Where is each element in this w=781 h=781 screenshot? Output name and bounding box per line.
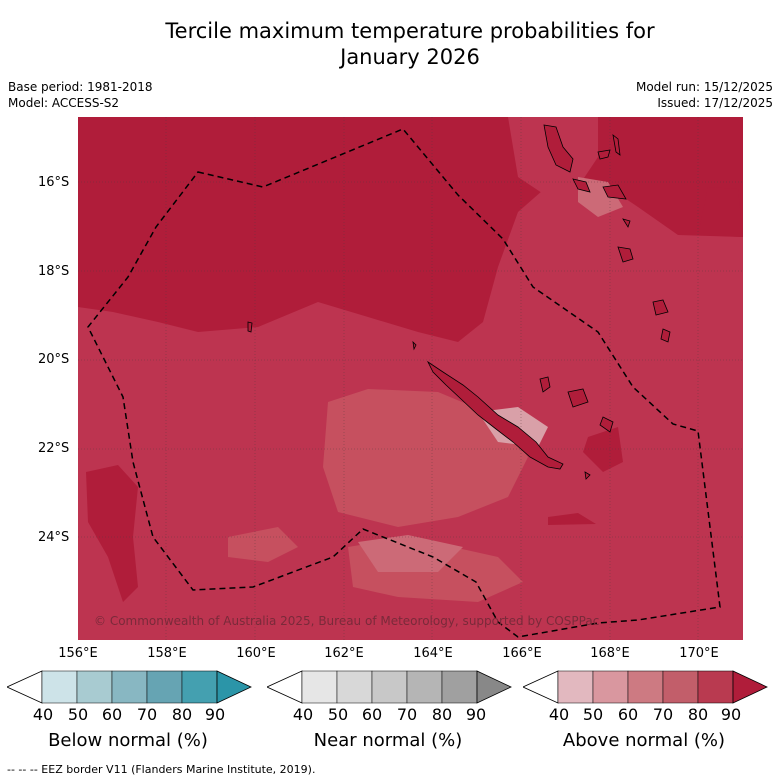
meta-right: Model run: 15/12/2025 Issued: 17/12/2025 [636,79,773,111]
new-caledonia [426,360,564,470]
lon-label-156e: 156°E [58,646,98,661]
tanna [660,328,671,343]
below-tick-60: 60 [101,705,123,724]
shepherd-islands [622,218,631,228]
above-tick-40: 40 [548,705,570,724]
lon-label-164e: 164°E [413,646,453,661]
above-tick-60: 60 [617,705,639,724]
probability-map: © Commonwealth of Australia 2025, Bureau… [78,117,743,640]
below-tick-90: 90 [204,705,226,724]
lat-label-16s: 16°S [38,175,70,190]
erromango [652,299,669,316]
lat-label-24s: 24°S [38,530,70,545]
lon-label-168e: 168°E [590,646,630,661]
near-normal-title: Near normal (%) [313,730,463,751]
below-tick-40: 40 [32,705,54,724]
colorbar-above-normal [523,670,768,704]
map-title: Tercile maximum temperature probabilitie… [0,18,781,70]
below-tick-70: 70 [136,705,158,724]
lon-label-170e: 170°E [679,646,719,661]
lon-label-158e: 158°E [147,646,187,661]
above-tick-70: 70 [652,705,674,724]
near-tick-40: 40 [292,705,314,724]
light-patch-vanuatu [578,177,623,217]
lon-label-166e: 166°E [502,646,542,661]
near-tick-70: 70 [396,705,418,724]
colorbar-near-normal [267,670,512,704]
efate [617,246,634,263]
eez-border [87,128,721,638]
loyalty-island-3 [599,416,614,433]
dark-region-sw [86,465,138,602]
above-normal-title: Above normal (%) [562,730,726,751]
base-period: Base period: 1981-2018 [8,80,153,94]
maewo [612,134,621,156]
lon-label-160e: 160°E [236,646,276,661]
lat-label-22s: 22°S [38,441,70,456]
dark-patch-southeast [548,513,596,525]
model-run: Model run: 15/12/2025 [635,80,773,94]
near-tick-60: 60 [361,705,383,724]
above-tick-90: 90 [720,705,742,724]
dark-patch-east [583,427,623,472]
ambae [597,149,611,160]
isle-of-pines [584,471,591,480]
lat-label-18s: 18°S [38,264,70,279]
espiritu-santo [543,124,574,173]
below-tick-50: 50 [67,705,89,724]
graticule [78,117,743,640]
light-patch-southwest [228,527,298,562]
eez-legend-footer: -- -- -- EEZ border V11 (Flanders Marine… [7,763,316,776]
epi [602,184,627,200]
loyalty-island-2 [567,388,589,408]
colorbar-below-normal [7,670,252,704]
light-region-central [323,389,528,527]
lon-label-162e: 162°E [324,646,364,661]
near-tick-50: 50 [327,705,349,724]
dark-patch-far-east [698,187,743,237]
chesterfield-islands [247,321,253,333]
model-name: Model: ACCESS-S2 [8,96,120,110]
malekula [572,178,591,193]
light-patch-lord-howe [358,535,463,572]
title-line-1: Tercile maximum temperature probabilitie… [165,19,655,43]
title-line-2: January 2026 [340,45,480,69]
landmasses [247,124,671,480]
below-tick-80: 80 [171,705,193,724]
map-svg [78,117,743,640]
copyright-notice: © Commonwealth of Australia 2025, Bureau… [94,614,600,628]
above-tick-50: 50 [582,705,604,724]
above-tick-80: 80 [687,705,709,724]
loyalty-island-1 [539,376,551,393]
near-tick-90: 90 [465,705,487,724]
surprise-island [412,340,417,351]
meta-left: Base period: 1981-2018 Model: ACCESS-S2 [8,79,153,111]
lat-label-20s: 20°S [38,352,70,367]
issued-date: Issued: 17/12/2025 [657,96,773,110]
near-tick-80: 80 [431,705,453,724]
below-normal-title: Below normal (%) [48,730,208,751]
